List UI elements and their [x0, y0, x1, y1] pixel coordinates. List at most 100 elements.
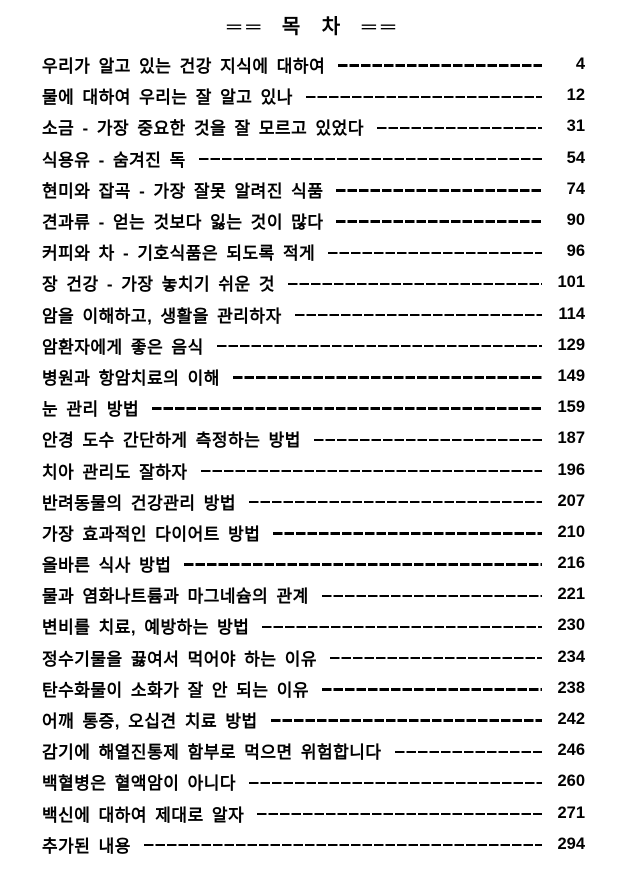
toc-page-number: 210 [557, 522, 585, 541]
toc-leader-line [330, 656, 542, 660]
toc-leader-line [143, 844, 542, 847]
toc-page-number: 294 [557, 834, 585, 853]
toc-entry-title: 커피와 차 - 기호식품은 되도록 적게 [42, 244, 316, 264]
toc-leader-line [152, 407, 542, 410]
toc-leader-line [294, 313, 542, 317]
toc-entry: 눈 관리 방법 159 [42, 392, 585, 423]
toc-entry: 암을 이해하고, 생활을 관리하자 114 [42, 299, 585, 330]
toc-entry-title: 견과류 - 얻는 것보다 잃는 것이 많다 [42, 213, 324, 233]
toc-page-number: 216 [557, 554, 585, 573]
toc-page-number: 74 [566, 179, 585, 198]
toc-entry-title: 암을 이해하고, 생활을 관리하자 [42, 306, 282, 326]
toc-page-number: 230 [557, 616, 585, 635]
toc-entry: 감기에 해열진통제 함부로 먹으면 위험합니다 246 [42, 735, 585, 766]
toc-entry: 우리가 알고 있는 건강 지식에 대하여 4 [42, 49, 585, 80]
toc-page-number: 96 [566, 242, 585, 261]
toc-entry: 탄수화물이 소화가 잘 안 되는 이유 238 [42, 673, 585, 704]
toc-leader-line [321, 594, 542, 597]
toc-entry: 장 건강 - 가장 놓치기 쉬운 것 101 [42, 267, 585, 298]
toc-entry-title: 가장 효과적인 다이어트 방법 [42, 524, 261, 544]
toc-page-number: 238 [557, 678, 585, 697]
toc-leader-line [257, 812, 542, 816]
toc-leader-line [328, 251, 542, 254]
toc-entry: 견과류 - 얻는 것보다 잃는 것이 많다 90 [42, 205, 585, 236]
toc-leader-line [184, 563, 542, 566]
toc-leader-line [322, 688, 542, 691]
toc-leader-line [270, 719, 542, 722]
toc-entry: 암환자에게 좋은 음식 129 [42, 330, 585, 361]
toc-leader-line [262, 625, 542, 629]
toc-entry-title: 물에 대하여 우리는 잘 알고 있나 [42, 88, 293, 108]
toc-entry: 물과 염화나트륨과 마그네슘의 관계 221 [42, 579, 585, 610]
toc-page-number: 221 [557, 585, 585, 604]
toc-leader-line [305, 95, 542, 98]
toc-page-number: 246 [557, 741, 585, 760]
toc-entry: 커피와 차 - 기호식품은 되도록 적게 96 [42, 236, 585, 267]
toc-page-number: 234 [557, 647, 585, 666]
toc-entry-title: 우리가 알고 있는 건강 지식에 대하여 [42, 57, 326, 77]
toc-entry-title: 소금 - 가장 중요한 것을 잘 모르고 있었다 [42, 119, 364, 139]
toc-entry-title: 치아 관리도 잘하자 [42, 462, 188, 482]
toc-page-number: 271 [557, 803, 585, 822]
toc-leader-line [338, 64, 542, 67]
toc-leader-line [249, 781, 542, 785]
toc-list: 우리가 알고 있는 건강 지식에 대하여 4 물에 대하여 우리는 잘 알고 있… [42, 49, 585, 860]
toc-entry: 병원과 항암치료의 이해 149 [42, 361, 585, 392]
toc-entry: 가장 효과적인 다이어트 방법 210 [42, 517, 585, 548]
toc-entry: 안경 도수 간단하게 측정하는 방법 187 [42, 423, 585, 454]
toc-page-number: 54 [566, 148, 585, 167]
toc-entry: 어깨 통증, 오십견 치료 방법 242 [42, 704, 585, 735]
toc-entry-title: 탄수화물이 소화가 잘 안 되는 이유 [42, 680, 310, 700]
toc-entry-title: 물과 염화나트륨과 마그네슘의 관계 [42, 587, 309, 607]
toc-page-number: 187 [557, 429, 585, 448]
toc-entry-title: 변비를 치료, 예방하는 방법 [42, 618, 250, 638]
toc-page-number: 159 [557, 398, 585, 417]
toc-entry: 변비를 치료, 예방하는 방법 230 [42, 610, 585, 641]
toc-page-number: 129 [557, 335, 585, 354]
toc-entry: 식용유 - 숨겨진 독 54 [42, 143, 585, 174]
toc-entry-title: 감기에 해열진통제 함부로 먹으면 위험합니다 [42, 743, 382, 763]
toc-entry: 물에 대하여 우리는 잘 알고 있나 12 [42, 80, 585, 111]
toc-page-number: 114 [558, 304, 585, 323]
toc-entry-title: 정수기물을 끓여서 먹어야 하는 이유 [42, 649, 317, 669]
toc-entry-title: 어깨 통증, 오십견 치료 방법 [42, 712, 258, 732]
toc-entry: 올바른 식사 방법 216 [42, 548, 585, 579]
toc-leader-line [394, 750, 542, 753]
toc-entry-title: 장 건강 - 가장 놓치기 쉬운 것 [42, 275, 276, 295]
page-title: ══ 목 차 ══ [226, 16, 401, 38]
toc-entry: 백신에 대하여 제대로 알자 271 [42, 798, 585, 829]
toc-entry-title: 병원과 항암치료의 이해 [42, 368, 220, 388]
toc-leader-line [232, 376, 542, 379]
toc-page-number: 101 [557, 273, 585, 292]
toc-entry-title: 눈 관리 방법 [42, 400, 140, 420]
toc-entry: 정수기물을 끓여서 먹어야 하는 이유 234 [42, 642, 585, 673]
toc-page-number: 31 [566, 117, 585, 136]
toc-entry-title: 식용유 - 숨겨진 독 [42, 150, 186, 170]
toc-entry: 현미와 잡곡 - 가장 잘못 알려진 식품 74 [42, 174, 585, 205]
toc-page-number: 149 [557, 366, 585, 385]
toc-leader-line [288, 282, 542, 286]
toc-entry-title: 올바른 식사 방법 [42, 556, 172, 576]
toc-entry: 치아 관리도 잘하자 196 [42, 454, 585, 485]
toc-leader-line [336, 189, 542, 192]
toc-page-number: 260 [557, 772, 585, 791]
toc-leader-line [273, 532, 542, 535]
toc-leader-line [200, 469, 542, 473]
toc-entry: 소금 - 가장 중요한 것을 잘 모르고 있었다 31 [42, 111, 585, 142]
toc-entry-title: 암환자에게 좋은 음식 [42, 337, 204, 357]
toc-entry-title: 추가된 내용 [42, 836, 131, 856]
toc-page-number: 4 [575, 55, 585, 74]
toc-entry: 백혈병은 혈액암이 아니다 260 [42, 766, 585, 797]
toc-leader-line [336, 220, 542, 223]
toc-page-number: 207 [557, 491, 585, 510]
toc-page-number: 196 [557, 460, 585, 479]
toc-page-number: 90 [566, 211, 585, 230]
toc-leader-line [198, 157, 542, 161]
toc-entry-title: 현미와 잡곡 - 가장 잘못 알려진 식품 [42, 181, 324, 201]
toc-entry-title: 안경 도수 간단하게 측정하는 방법 [42, 431, 301, 451]
toc-page-number: 12 [566, 86, 585, 105]
toc-leader-line [249, 501, 542, 504]
toc-entry: 추가된 내용 294 [42, 829, 585, 860]
toc-entry-title: 반려동물의 건강관리 방법 [42, 493, 236, 513]
